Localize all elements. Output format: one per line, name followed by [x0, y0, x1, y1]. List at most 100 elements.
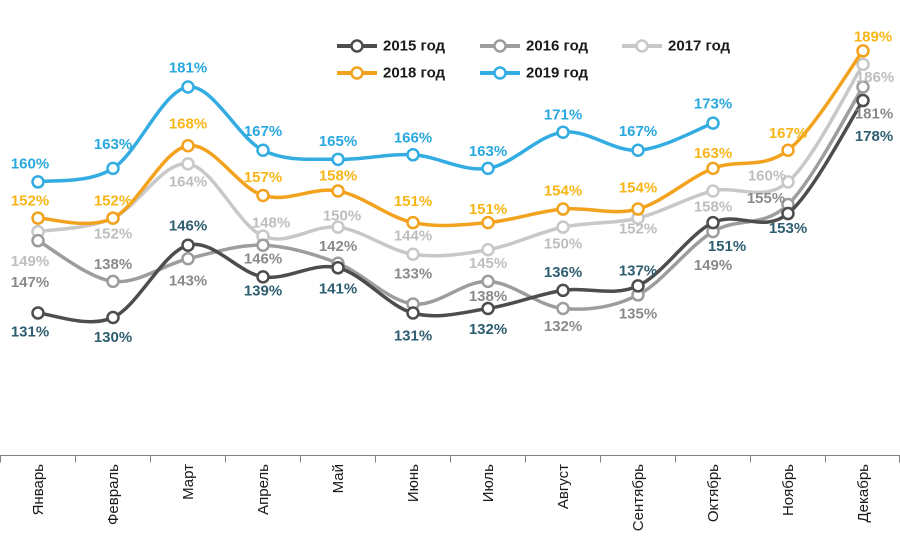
data-point-marker-2017	[181, 157, 195, 171]
data-point-marker-2019	[481, 161, 495, 176]
series-line-2018	[31, 44, 870, 230]
series-labels-2015: 131% 130% 146% 139% 141% 131% 132% 136% 137% 151%…	[11, 128, 893, 346]
data-label-2019: 167%	[619, 123, 657, 140]
series-path-2019	[36, 85, 715, 184]
data-point-marker-2017	[331, 220, 345, 234]
data-point-marker-2017	[406, 247, 420, 261]
series-labels-2019: 160% 163% 181% 167% 165% 166% 163% 171% 167% 173%	[11, 60, 732, 173]
series-labels-2018: 152% 152% 168% 157% 158% 151% 151% 154% 154% 163%…	[11, 28, 892, 218]
series-path-2016	[36, 85, 865, 311]
data-label-2017: 160%	[748, 167, 786, 184]
data-point-marker-2016	[481, 274, 495, 289]
x-axis-label: Май	[330, 464, 347, 493]
data-label-2017: 145%	[469, 255, 507, 272]
legend-label: 2015 год	[383, 38, 446, 55]
data-point-marker-2018	[556, 202, 570, 216]
data-label-2018: 167%	[769, 125, 807, 142]
data-label-2019: 163%	[94, 136, 132, 153]
data-point-marker-2018	[856, 44, 870, 58]
data-label-2015: 136%	[544, 264, 582, 281]
data-label-2015: 178%	[855, 128, 893, 145]
legend-item-2018: 2018 год	[337, 65, 446, 82]
series-path-2017	[36, 62, 865, 258]
x-axis-label: Февраль	[105, 464, 122, 525]
data-point-marker-2018	[331, 184, 345, 198]
data-point-marker-2016	[31, 233, 45, 248]
series-line-2017	[31, 57, 870, 261]
legend-item-2015: 2015 год	[337, 38, 446, 55]
data-point-marker-2019	[331, 152, 345, 167]
series-labels-2016: 147% 138% 143% 146% 142% 133% 138% 132% 135% 149%…	[11, 106, 893, 335]
data-label-2015: 151%	[708, 238, 746, 255]
data-label-2019: 165%	[319, 133, 357, 150]
data-point-marker-2017	[781, 175, 795, 189]
data-label-2015: 131%	[11, 324, 49, 341]
legend-label: 2017 год	[668, 38, 731, 55]
data-point-marker-2018	[106, 211, 120, 225]
data-label-2018: 168%	[169, 115, 207, 132]
data-point-marker-2015	[856, 93, 870, 108]
x-axis-label: Июнь	[405, 464, 422, 502]
data-point-marker-2019	[31, 175, 45, 189]
data-label-2018: 152%	[11, 193, 49, 210]
data-point-marker-2015	[256, 270, 270, 284]
data-point-marker-2018	[406, 215, 420, 230]
legend-marker-icon	[350, 66, 364, 80]
data-label-2016: 147%	[11, 274, 49, 291]
series-line-2019	[31, 80, 720, 189]
data-point-marker-2015	[631, 279, 645, 293]
data-label-2018: 151%	[469, 201, 507, 218]
x-axis-label: Январь	[30, 464, 47, 516]
legend-label: 2016 год	[526, 38, 589, 55]
legend-marker-icon	[350, 39, 364, 53]
data-label-2017: 164%	[169, 173, 207, 190]
data-label-2016: 132%	[544, 318, 582, 335]
data-label-2018: 157%	[244, 169, 282, 186]
data-label-2016: 155%	[747, 190, 785, 207]
legend-marker-icon	[635, 39, 649, 53]
data-label-2016: 181%	[855, 106, 893, 123]
data-point-marker-2015	[331, 261, 345, 275]
data-label-2016: 138%	[469, 288, 507, 305]
legend-marker-icon	[493, 39, 507, 53]
data-point-marker-2015	[481, 301, 495, 316]
series-line-2016	[31, 80, 870, 316]
data-label-2017: 152%	[619, 221, 657, 238]
data-point-marker-2015	[781, 206, 795, 221]
data-label-2019: 160%	[11, 155, 49, 172]
data-point-marker-2018	[256, 188, 270, 203]
legend-item-2016: 2016 год	[480, 38, 589, 55]
x-axis-label: Сентябрь	[630, 464, 647, 531]
legend-item-2019: 2019 год	[480, 65, 589, 82]
data-label-2018: 158%	[319, 167, 357, 184]
x-axis-label: Август	[555, 464, 572, 509]
data-point-marker-2018	[631, 202, 645, 216]
data-label-2017: 149%	[11, 253, 49, 270]
data-label-2016: 149%	[694, 257, 732, 274]
data-point-marker-2018	[781, 143, 795, 158]
data-label-2017: 152%	[94, 226, 132, 243]
series-labels-2017: 149% 152% 164% 148% 150% 144% 145% 150% 152% 158%…	[11, 69, 894, 272]
data-point-marker-2016	[181, 252, 195, 266]
data-point-marker-2016	[556, 301, 570, 316]
data-point-marker-2017	[556, 220, 570, 234]
data-point-marker-2019	[106, 161, 120, 176]
data-point-marker-2017	[706, 184, 720, 198]
data-label-2015: 139%	[244, 282, 282, 299]
data-label-2017: 150%	[323, 208, 361, 225]
legend-item-2017: 2017 год	[622, 38, 731, 55]
data-label-2019: 163%	[469, 143, 507, 160]
data-point-marker-2018	[481, 215, 495, 230]
data-label-2017: 158%	[694, 198, 732, 215]
legend-label: 2019 год	[526, 65, 589, 82]
data-point-marker-2016	[256, 238, 270, 252]
x-axis-label: Июль	[480, 464, 497, 502]
series-path-2018	[36, 49, 865, 228]
data-label-2016: 146%	[244, 251, 282, 268]
data-label-2019: 173%	[694, 96, 732, 113]
data-label-2019: 181%	[169, 60, 207, 77]
data-label-2015: 132%	[469, 321, 507, 338]
data-label-2018: 151%	[394, 193, 432, 210]
data-label-2018: 154%	[619, 180, 657, 197]
